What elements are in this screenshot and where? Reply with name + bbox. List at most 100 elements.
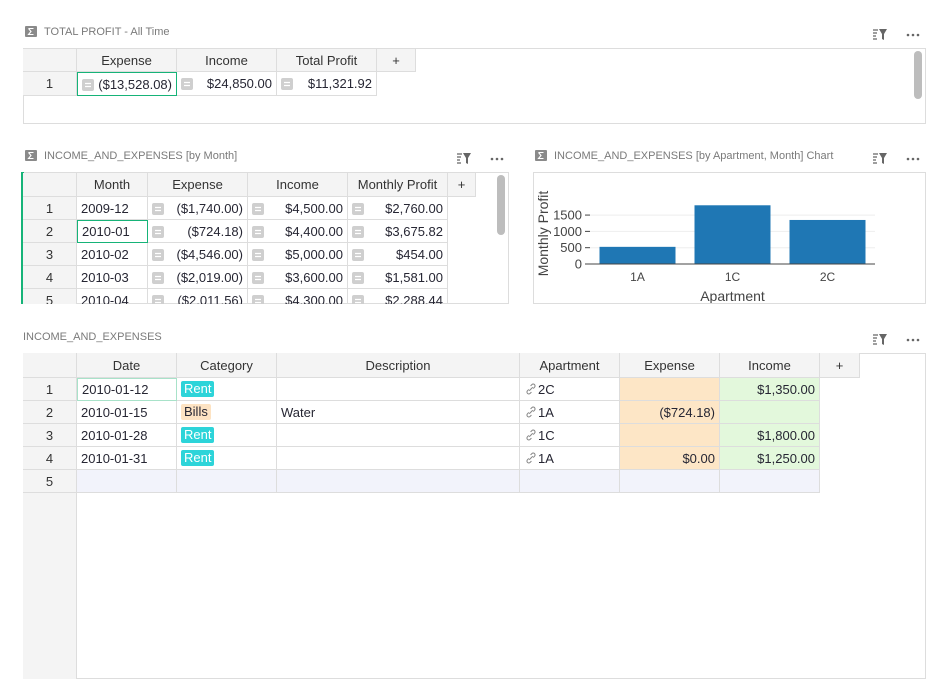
- y-tick-label: 1000: [553, 224, 582, 239]
- table-cell[interactable]: [620, 470, 720, 493]
- table-cell[interactable]: ($724.18): [620, 401, 720, 424]
- table-cell[interactable]: ($724.18): [148, 220, 248, 243]
- table-cell[interactable]: ($1,740.00): [148, 197, 248, 220]
- table-cell[interactable]: Rent: [177, 424, 277, 447]
- table-cell[interactable]: Rent: [177, 447, 277, 470]
- cell-text: 2010-03: [81, 270, 129, 285]
- table-cell[interactable]: $4,500.00: [248, 197, 348, 220]
- sort-filter-button[interactable]: [872, 331, 888, 347]
- add-column-button[interactable]: +: [820, 353, 860, 378]
- section-menu-button[interactable]: [489, 150, 505, 166]
- table-cell[interactable]: 2010-01-12: [77, 378, 177, 401]
- reference-icon: [524, 450, 538, 466]
- cell-text: 2010-01-28: [81, 428, 148, 443]
- table-cell[interactable]: $1,350.00: [720, 378, 820, 401]
- table-cell[interactable]: ($4,546.00): [148, 243, 248, 266]
- table-cell[interactable]: [277, 424, 520, 447]
- add-column-button[interactable]: +: [377, 49, 416, 72]
- bar: [695, 205, 771, 264]
- cell-text: $24,850.00: [207, 76, 272, 91]
- section-menu-button[interactable]: [905, 150, 921, 166]
- column-header: Total Profit: [277, 49, 377, 72]
- table-cell[interactable]: [720, 401, 820, 424]
- x-tick-label: 2C: [820, 270, 836, 284]
- scrollbar: [497, 175, 505, 235]
- table-cell[interactable]: [277, 447, 520, 470]
- section-menu-button[interactable]: [905, 331, 921, 347]
- sort-filter-button[interactable]: [456, 150, 472, 166]
- table-cell[interactable]: 2010-01: [77, 220, 148, 243]
- formula-glyph: [252, 203, 264, 215]
- x-tick-label: 1A: [630, 270, 645, 284]
- column-header: Income: [720, 353, 820, 378]
- cell-text: 2010-01-12: [82, 382, 149, 397]
- choice-chip: Rent: [181, 381, 214, 397]
- formula-icon: [152, 203, 164, 215]
- reference-value: 2C: [538, 382, 555, 397]
- table-cell[interactable]: $3,600.00: [248, 266, 348, 289]
- formula-icon: [252, 249, 264, 261]
- table-cell[interactable]: Water: [277, 401, 520, 424]
- table-cell[interactable]: $1,250.00: [720, 447, 820, 470]
- table-cell[interactable]: 2C: [520, 378, 620, 401]
- row-number: 5: [23, 470, 77, 493]
- table-cell[interactable]: $3,675.82: [348, 220, 448, 243]
- table-cell[interactable]: $11,321.92: [277, 72, 377, 96]
- table-cell[interactable]: [277, 470, 520, 493]
- table-cell[interactable]: $0.00: [620, 447, 720, 470]
- cell-text: $3,600.00: [285, 270, 343, 285]
- cell-text: ($724.18): [187, 224, 243, 239]
- table-cell[interactable]: 1C: [520, 424, 620, 447]
- table-cell[interactable]: 2010-01-31: [77, 447, 177, 470]
- cell-text: 2010-01-31: [81, 451, 148, 466]
- column-header: Description: [277, 353, 520, 378]
- table-cell[interactable]: $4,400.00: [248, 220, 348, 243]
- formula-glyph: [352, 272, 364, 284]
- table-cell[interactable]: 1A: [520, 401, 620, 424]
- table-cell[interactable]: [720, 470, 820, 493]
- table-cell[interactable]: [620, 378, 720, 401]
- table-cell[interactable]: $454.00: [348, 243, 448, 266]
- table-cell[interactable]: ($13,528.08): [77, 72, 177, 96]
- formula-icon: [152, 272, 164, 284]
- table-cell[interactable]: $1,581.00: [348, 266, 448, 289]
- table-cell[interactable]: $24,850.00: [177, 72, 277, 96]
- table-cell[interactable]: ($2,019.00): [148, 266, 248, 289]
- formula-glyph: [252, 249, 264, 261]
- table-cell[interactable]: [77, 470, 177, 493]
- add-column-button[interactable]: +: [448, 173, 476, 197]
- formula-glyph: [252, 272, 264, 284]
- table-cell[interactable]: $2,760.00: [348, 197, 448, 220]
- sort-filter-button[interactable]: [872, 26, 888, 42]
- choice-chip: Rent: [181, 427, 214, 443]
- table-cell[interactable]: [620, 424, 720, 447]
- bar: [600, 247, 676, 264]
- formula-glyph: [82, 79, 94, 91]
- table-cell[interactable]: 2009-12: [77, 197, 148, 220]
- table-cell[interactable]: [277, 378, 520, 401]
- table-cell[interactable]: 2010-01-15: [77, 401, 177, 424]
- table-cell[interactable]: Rent: [177, 378, 277, 401]
- table-cell[interactable]: $1,800.00: [720, 424, 820, 447]
- cell-text: $5,000.00: [285, 247, 343, 262]
- section-title: INCOME_AND_EXPENSES: [23, 331, 162, 343]
- table-cell[interactable]: [177, 470, 277, 493]
- table-cell[interactable]: $5,000.00: [248, 243, 348, 266]
- formula-icon: [252, 272, 264, 284]
- table-cell[interactable]: 1A: [520, 447, 620, 470]
- summary-icon: [24, 148, 40, 164]
- table-cell[interactable]: 2010-03: [77, 266, 148, 289]
- section-menu-button[interactable]: [905, 26, 921, 42]
- formula-glyph: [281, 78, 293, 90]
- formula-icon: [152, 226, 164, 238]
- reference-icon: [524, 404, 538, 420]
- table-cell[interactable]: [520, 470, 620, 493]
- row-number: 3: [23, 243, 77, 266]
- chart: 0500100015001A1C2CApartmentMonthly Profi…: [534, 173, 925, 303]
- cell-text: $2,760.00: [385, 201, 443, 216]
- sort-filter-button[interactable]: [872, 150, 888, 166]
- table-cell[interactable]: 2010-01-28: [77, 424, 177, 447]
- table-cell[interactable]: Bills: [177, 401, 277, 424]
- row-number: 1: [23, 197, 77, 220]
- table-cell[interactable]: 2010-02: [77, 243, 148, 266]
